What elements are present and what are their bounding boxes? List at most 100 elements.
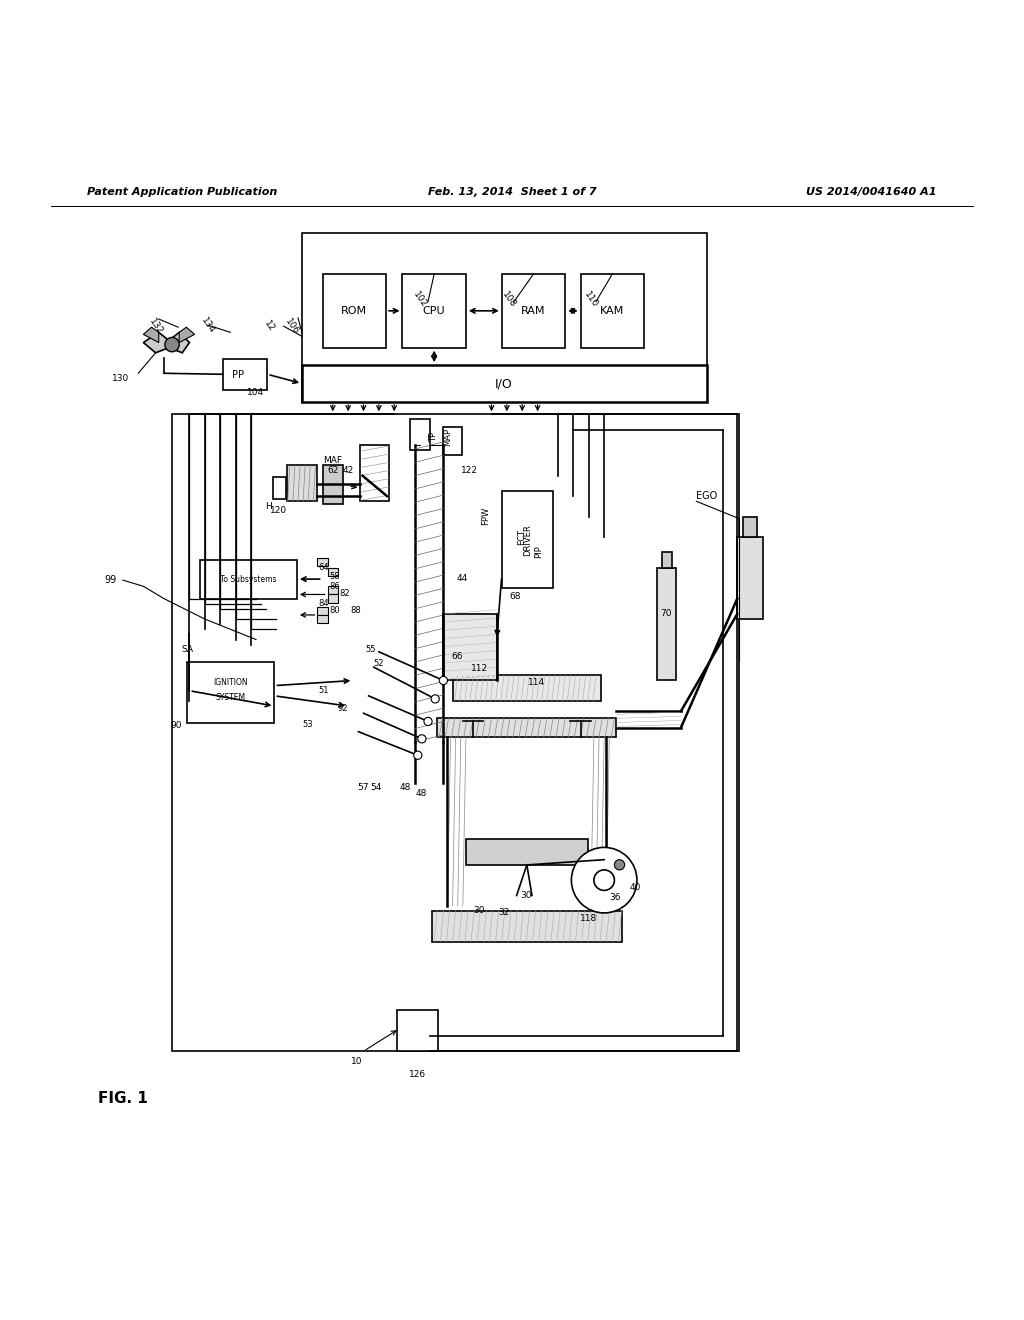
Text: 102: 102 [412,290,428,309]
Circle shape [414,751,422,759]
Text: 30: 30 [473,907,485,915]
Text: 99: 99 [104,576,117,585]
Bar [302,366,707,403]
Bar [223,359,267,389]
Text: 48: 48 [399,784,412,792]
Text: H: H [265,502,271,511]
Bar [302,234,707,403]
Text: 80: 80 [330,606,340,615]
Text: RAM: RAM [521,306,546,315]
Text: 134: 134 [200,315,216,335]
Text: Feb. 13, 2014  Sheet 1 of 7: Feb. 13, 2014 Sheet 1 of 7 [428,187,596,197]
Circle shape [418,735,426,743]
Bar [273,477,286,499]
Text: 12: 12 [262,319,276,334]
Bar [328,586,338,594]
Text: MAP: MAP [443,428,452,446]
Text: 82: 82 [340,589,350,598]
Bar [402,275,466,347]
Bar [317,607,328,615]
Text: 51: 51 [318,686,329,696]
Text: 112: 112 [471,664,487,673]
Text: 90: 90 [170,721,182,730]
Text: 55: 55 [366,645,376,655]
Bar [466,840,588,865]
Bar [657,568,676,681]
Bar [443,426,462,455]
Circle shape [424,717,432,726]
Bar [328,568,338,576]
Bar [323,466,343,504]
Bar [453,676,601,701]
Bar [502,491,553,589]
Text: EGO: EGO [696,491,717,502]
Circle shape [431,694,439,704]
Text: DRIVER: DRIVER [523,524,531,556]
Text: 48: 48 [415,788,427,797]
Text: 36: 36 [609,894,622,902]
Text: 57: 57 [357,784,370,792]
Text: 120: 120 [270,506,287,515]
Text: 122: 122 [461,466,477,475]
Bar [200,560,297,598]
Bar [662,553,672,568]
Bar [410,420,430,450]
Bar [397,1010,438,1051]
Text: FPW: FPW [481,507,489,525]
Text: 10: 10 [350,1057,362,1067]
Bar [737,537,763,619]
Text: 64: 64 [318,564,329,573]
Text: SA: SA [181,645,194,655]
Text: MAF: MAF [324,455,342,465]
Text: 132: 132 [147,317,164,335]
Circle shape [165,338,179,351]
Text: 92: 92 [338,704,348,713]
Bar [328,594,338,603]
Text: 40: 40 [629,883,641,892]
Bar [432,911,622,941]
Bar [317,615,328,623]
Text: 44: 44 [457,574,467,582]
Text: 130: 130 [113,374,129,383]
Text: FIG. 1: FIG. 1 [98,1090,147,1106]
Text: KAM: KAM [600,306,625,315]
Text: 42: 42 [343,466,353,475]
Polygon shape [179,327,195,343]
Text: 32: 32 [498,908,510,917]
Bar [323,275,386,347]
Text: 104: 104 [248,388,264,397]
Text: PIP: PIP [535,545,543,558]
Bar [172,414,739,1051]
Bar [743,516,757,537]
Text: I/O: I/O [495,378,513,389]
Text: ECT: ECT [517,529,525,545]
Text: 114: 114 [528,678,545,686]
Text: PP: PP [231,371,244,380]
Text: 54: 54 [370,784,382,792]
Text: 58: 58 [330,572,340,581]
Bar [317,557,328,566]
Bar [502,275,565,347]
Text: 110: 110 [583,290,599,309]
Circle shape [439,676,447,685]
Text: 30: 30 [520,891,532,900]
Polygon shape [143,327,159,343]
Text: Patent Application Publication: Patent Application Publication [87,187,278,197]
Text: 106: 106 [284,317,300,335]
Text: 108: 108 [501,290,517,309]
Text: ROM: ROM [341,306,368,315]
Text: 66: 66 [451,652,463,661]
Text: CPU: CPU [423,306,445,315]
Text: 53: 53 [302,719,312,729]
Text: SYSTEM: SYSTEM [216,693,246,702]
Circle shape [614,859,625,870]
Circle shape [594,870,614,891]
Bar [581,275,644,347]
Circle shape [571,847,637,913]
Text: 88: 88 [350,606,360,615]
Bar [437,718,616,737]
Text: IGNITION: IGNITION [214,678,248,686]
Bar [360,445,389,502]
Text: 118: 118 [581,913,597,923]
Text: US 2014/0041640 A1: US 2014/0041640 A1 [807,187,937,197]
